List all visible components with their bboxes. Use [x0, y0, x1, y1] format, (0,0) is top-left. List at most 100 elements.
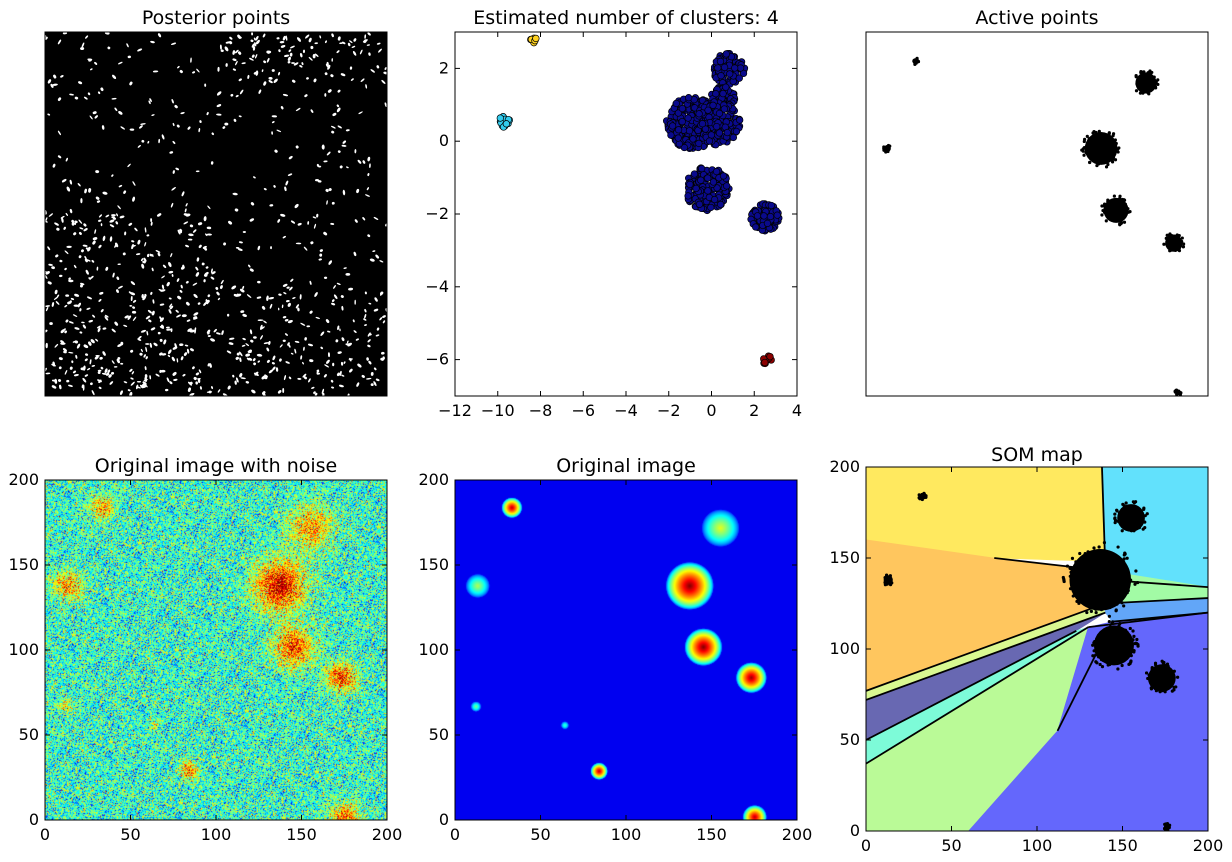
posterior-gap [172, 122, 175, 127]
posterior-gap [116, 358, 120, 364]
posterior-gap [280, 45, 286, 48]
posterior-gap [217, 297, 221, 301]
posterior-gap [276, 129, 282, 133]
posterior-gap [367, 344, 371, 348]
active-point [1124, 206, 1128, 210]
posterior-gap [117, 205, 121, 210]
cluster-point-blue [732, 127, 741, 136]
posterior-gap [339, 165, 343, 169]
cluster-point-blue [709, 101, 717, 109]
posterior-gap [96, 200, 101, 203]
posterior-gap [87, 92, 91, 96]
posterior-gap [310, 109, 314, 113]
posterior-gap [384, 102, 387, 108]
posterior-gap [330, 379, 334, 383]
cluster-point-blue [736, 116, 744, 124]
posterior-gap [239, 373, 243, 378]
active-point [1138, 91, 1143, 95]
posterior-gap [374, 297, 378, 302]
som-point [1111, 578, 1115, 582]
posterior-gap [187, 126, 191, 130]
posterior-gap [356, 382, 360, 387]
posterior-gap [266, 359, 270, 363]
posterior-gap [189, 224, 194, 228]
posterior-gap [251, 389, 256, 394]
original-xtick-label: 0 [450, 825, 460, 844]
posterior-gap [164, 388, 169, 392]
som-point [1108, 576, 1112, 581]
active-point [1097, 162, 1101, 166]
posterior-gap [254, 42, 257, 47]
posterior-gap [51, 379, 56, 382]
clusters-xtick-label: −8 [529, 401, 553, 420]
som-xtick-label: 100 [1022, 836, 1053, 855]
posterior-gap [194, 328, 197, 334]
posterior-gap [357, 363, 362, 368]
active-point [1142, 80, 1146, 84]
posterior-gap [221, 330, 224, 336]
posterior-gap [382, 315, 386, 318]
posterior-gap [326, 359, 330, 364]
posterior-gap [130, 281, 136, 286]
posterior-gap [170, 328, 173, 333]
posterior-gap [236, 377, 239, 383]
posterior-gap [92, 314, 96, 318]
active-point [1177, 246, 1181, 250]
posterior-gap [172, 140, 176, 145]
som-point [1107, 614, 1112, 618]
active-point [1142, 83, 1146, 87]
posterior-gap [375, 378, 380, 382]
posterior-gap [271, 69, 275, 72]
posterior-gap [331, 58, 333, 62]
som-point [1132, 513, 1136, 517]
som-point [1116, 545, 1120, 549]
posterior-gap [278, 71, 281, 76]
som-point [1113, 596, 1117, 600]
active-point [1104, 165, 1109, 169]
som-point [1154, 686, 1158, 690]
posterior-gap [241, 62, 246, 65]
posterior-gap [279, 40, 285, 44]
som-point [1163, 690, 1167, 694]
cluster-point-blue [710, 195, 719, 204]
som-point [1142, 506, 1146, 510]
som-point [1079, 586, 1084, 591]
posterior-gap [203, 301, 207, 306]
posterior-gap [198, 369, 202, 374]
original-ytick-label: 100 [418, 640, 449, 659]
posterior-gap [116, 276, 120, 280]
posterior-gap [275, 367, 279, 372]
posterior-gap [148, 100, 151, 105]
posterior-gap [139, 125, 143, 129]
posterior-gap [102, 235, 106, 242]
posterior-gap [232, 58, 237, 62]
posterior-gap [319, 249, 323, 252]
posterior-gap [105, 266, 109, 271]
posterior-gap [314, 292, 318, 297]
posterior-gap [168, 309, 172, 314]
som-point [1135, 508, 1139, 512]
posterior-gap [314, 53, 319, 57]
clusters-plot-area [496, 34, 783, 368]
posterior-gap [81, 249, 84, 253]
som-point [1114, 608, 1118, 612]
noisy-xtick-label: 100 [201, 825, 232, 844]
cluster-point-blue [717, 200, 725, 209]
posterior-gap [109, 224, 115, 228]
som-point [1114, 652, 1118, 656]
som-point [1095, 601, 1099, 605]
posterior-gap [187, 387, 192, 392]
posterior-gap [171, 187, 176, 191]
posterior-gap [100, 366, 104, 370]
som-point [1122, 573, 1127, 577]
posterior-gap [245, 353, 251, 357]
active-point [1180, 236, 1184, 240]
som-point [1118, 517, 1122, 521]
posterior-gap [71, 360, 74, 364]
som-point [1136, 642, 1140, 647]
posterior-gap [60, 215, 65, 219]
posterior-gap [318, 258, 322, 261]
posterior-gap [323, 231, 328, 236]
posterior-gap [77, 182, 81, 187]
cluster-point-blue [674, 109, 683, 117]
